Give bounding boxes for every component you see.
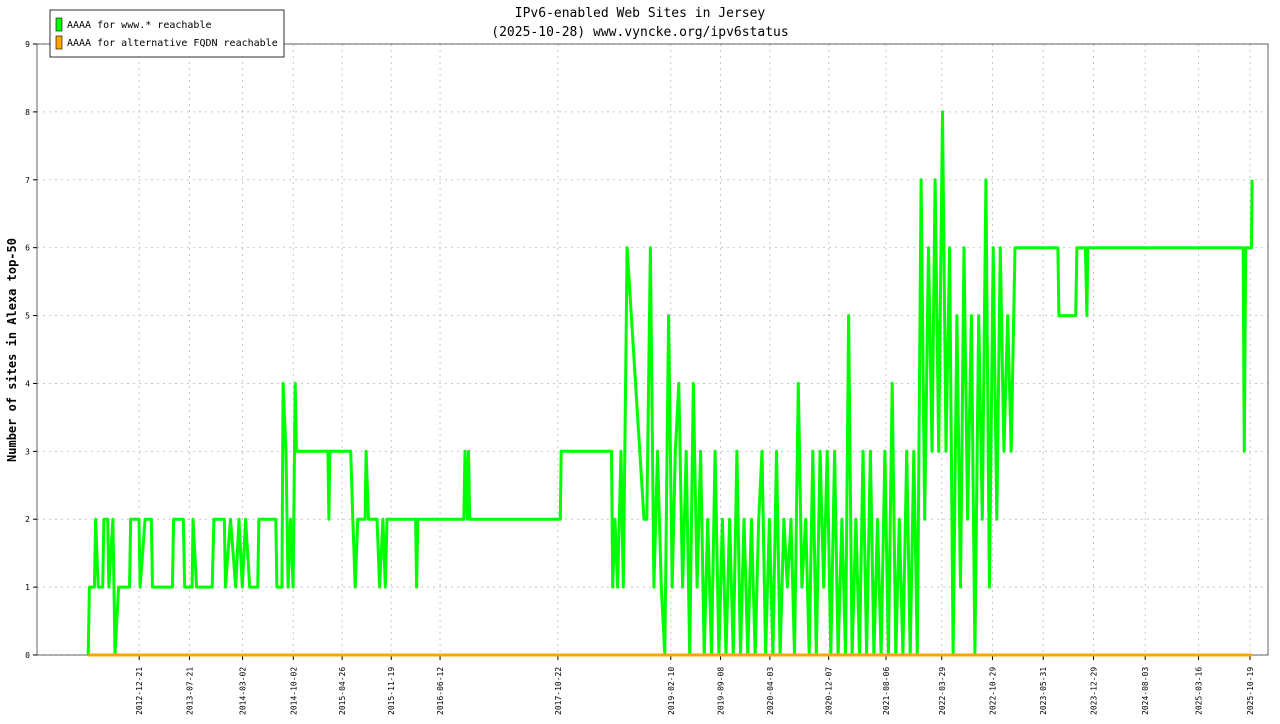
x-tick-label: 2019-09-08 bbox=[717, 667, 726, 715]
x-tick-label: 2021-08-06 bbox=[882, 667, 891, 715]
legend-swatch bbox=[55, 35, 63, 50]
chart-title: IPv6-enabled Web Sites in Jersey bbox=[515, 6, 766, 21]
y-tick-label: 6 bbox=[25, 244, 30, 253]
series-line bbox=[86, 110, 1254, 657]
x-tick-label: 2016-06-12 bbox=[436, 667, 445, 715]
x-tick-label: 2012-12-21 bbox=[135, 667, 144, 715]
y-axis-label: Number of sites in Alexa top-50 bbox=[5, 238, 19, 462]
legend-swatch bbox=[55, 17, 63, 32]
y-tick-label: 0 bbox=[25, 651, 30, 660]
x-tick-label: 2023-12-29 bbox=[1089, 667, 1098, 715]
x-tick-label: 2015-11-19 bbox=[387, 667, 396, 715]
legend-box bbox=[49, 9, 285, 58]
y-tick-label: 9 bbox=[25, 40, 30, 49]
y-tick-label: 7 bbox=[25, 176, 30, 185]
x-tick-label: 2025-10-19 bbox=[1246, 667, 1255, 715]
x-tick-label: 2014-10-02 bbox=[289, 667, 298, 715]
y-tick-label: 5 bbox=[25, 312, 30, 321]
x-tick-label: 2014-03-02 bbox=[239, 667, 248, 715]
legend-label: AAAA for alternative FQDN reachable bbox=[67, 38, 278, 49]
x-tick-label: 2022-03-29 bbox=[938, 667, 947, 715]
legend-label: AAAA for www.* reachable bbox=[67, 20, 212, 31]
x-tick-label: 2019-02-10 bbox=[667, 667, 676, 715]
legend: AAAA for www.* reachable AAAA for alterna… bbox=[49, 9, 285, 58]
x-tick-label: 2017-10-22 bbox=[554, 667, 563, 715]
x-tick-label: 2020-04-03 bbox=[766, 667, 775, 715]
x-tick-label: 2013-07-21 bbox=[185, 667, 194, 715]
y-tick-label: 1 bbox=[25, 583, 30, 592]
x-tick-label: 2024-08-03 bbox=[1141, 667, 1150, 715]
y-tick-label: 2 bbox=[25, 515, 30, 524]
y-tick-label: 3 bbox=[25, 447, 30, 456]
x-tick-label: 2015-04-26 bbox=[338, 667, 347, 715]
y-tick-label: 4 bbox=[25, 379, 30, 388]
y-tick-label: 8 bbox=[25, 108, 30, 117]
x-tick-label: 2025-03-16 bbox=[1195, 667, 1204, 715]
x-tick-label: 2020-12-07 bbox=[825, 667, 834, 715]
x-tick-label: 2022-10-29 bbox=[988, 667, 997, 715]
chart-subtitle: (2025-10-28) www.vyncke.org/ipv6status bbox=[491, 25, 788, 40]
x-tick-label: 2023-05-31 bbox=[1039, 667, 1048, 715]
